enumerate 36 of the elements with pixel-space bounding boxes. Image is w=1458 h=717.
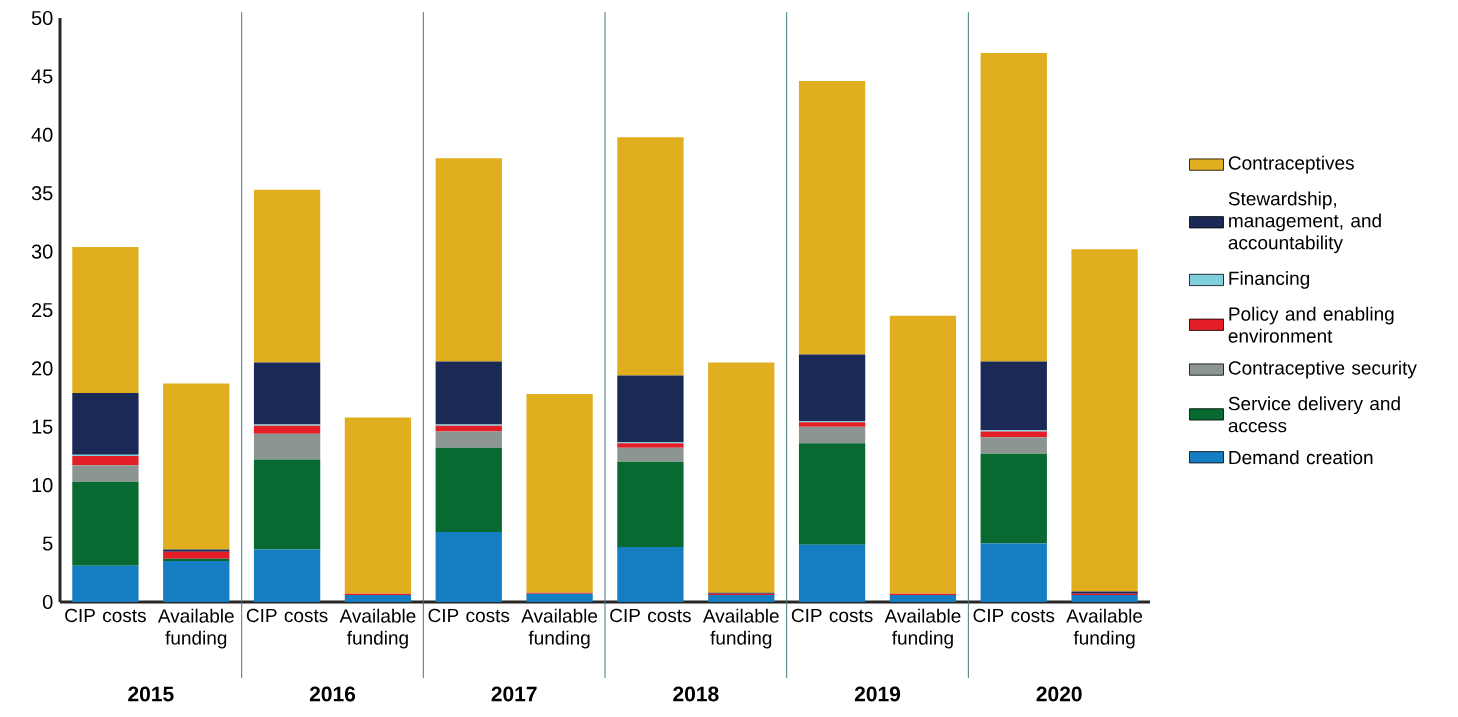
text: 2020 bbox=[1036, 686, 1082, 702]
y-tick-label: 40 bbox=[31, 127, 53, 142]
legend-label: Service delivery and access bbox=[1228, 396, 1400, 433]
y-tick-label: 35 bbox=[31, 186, 53, 201]
x-tick-label: CIP costs bbox=[610, 608, 691, 623]
x-tick-label: CIP costs bbox=[246, 608, 328, 623]
x-tick-label: Available funding bbox=[1066, 608, 1143, 649]
x-tick-label: CIP costs bbox=[428, 608, 510, 623]
x-tick-label: Available funding bbox=[157, 608, 234, 649]
y-tick-label: 10 bbox=[32, 478, 53, 493]
text: 2019 bbox=[854, 686, 901, 702]
x-tick-label: CIP costs bbox=[973, 608, 1055, 623]
legend-label: Demand creation bbox=[1229, 450, 1373, 465]
x-tick-label: Available funding bbox=[521, 608, 598, 649]
text: 2015 bbox=[128, 686, 174, 702]
x-tick-label: CIP costs bbox=[65, 608, 146, 623]
text: 2017 bbox=[491, 686, 537, 702]
legend-label: Contraceptive security bbox=[1228, 360, 1417, 379]
text: 2018 bbox=[673, 686, 719, 702]
x-tick-label: Available funding bbox=[884, 608, 961, 649]
y-tick-label: 0 bbox=[42, 594, 53, 610]
y-tick-label: 30 bbox=[31, 244, 53, 259]
y-tick-label: 45 bbox=[31, 69, 53, 84]
text: 2016 bbox=[309, 686, 356, 702]
y-tick-label: 15 bbox=[32, 419, 53, 434]
legend-label: Policy and enabling environment bbox=[1228, 306, 1394, 343]
x-tick-label: Available funding bbox=[339, 608, 416, 649]
x-tick-label: Available funding bbox=[702, 608, 779, 649]
y-tick-label: 20 bbox=[32, 361, 53, 376]
y-tick-label: 25 bbox=[32, 302, 53, 318]
legend-label: Financing bbox=[1229, 271, 1310, 289]
legend-label: Contraceptives bbox=[1228, 155, 1354, 174]
y-tick-label: 50 bbox=[31, 10, 53, 26]
y-tick-label: 5 bbox=[42, 536, 53, 551]
legend-label: Stewardship, management, and accountability bbox=[1228, 191, 1381, 254]
x-tick-label: CIP costs bbox=[791, 608, 873, 623]
